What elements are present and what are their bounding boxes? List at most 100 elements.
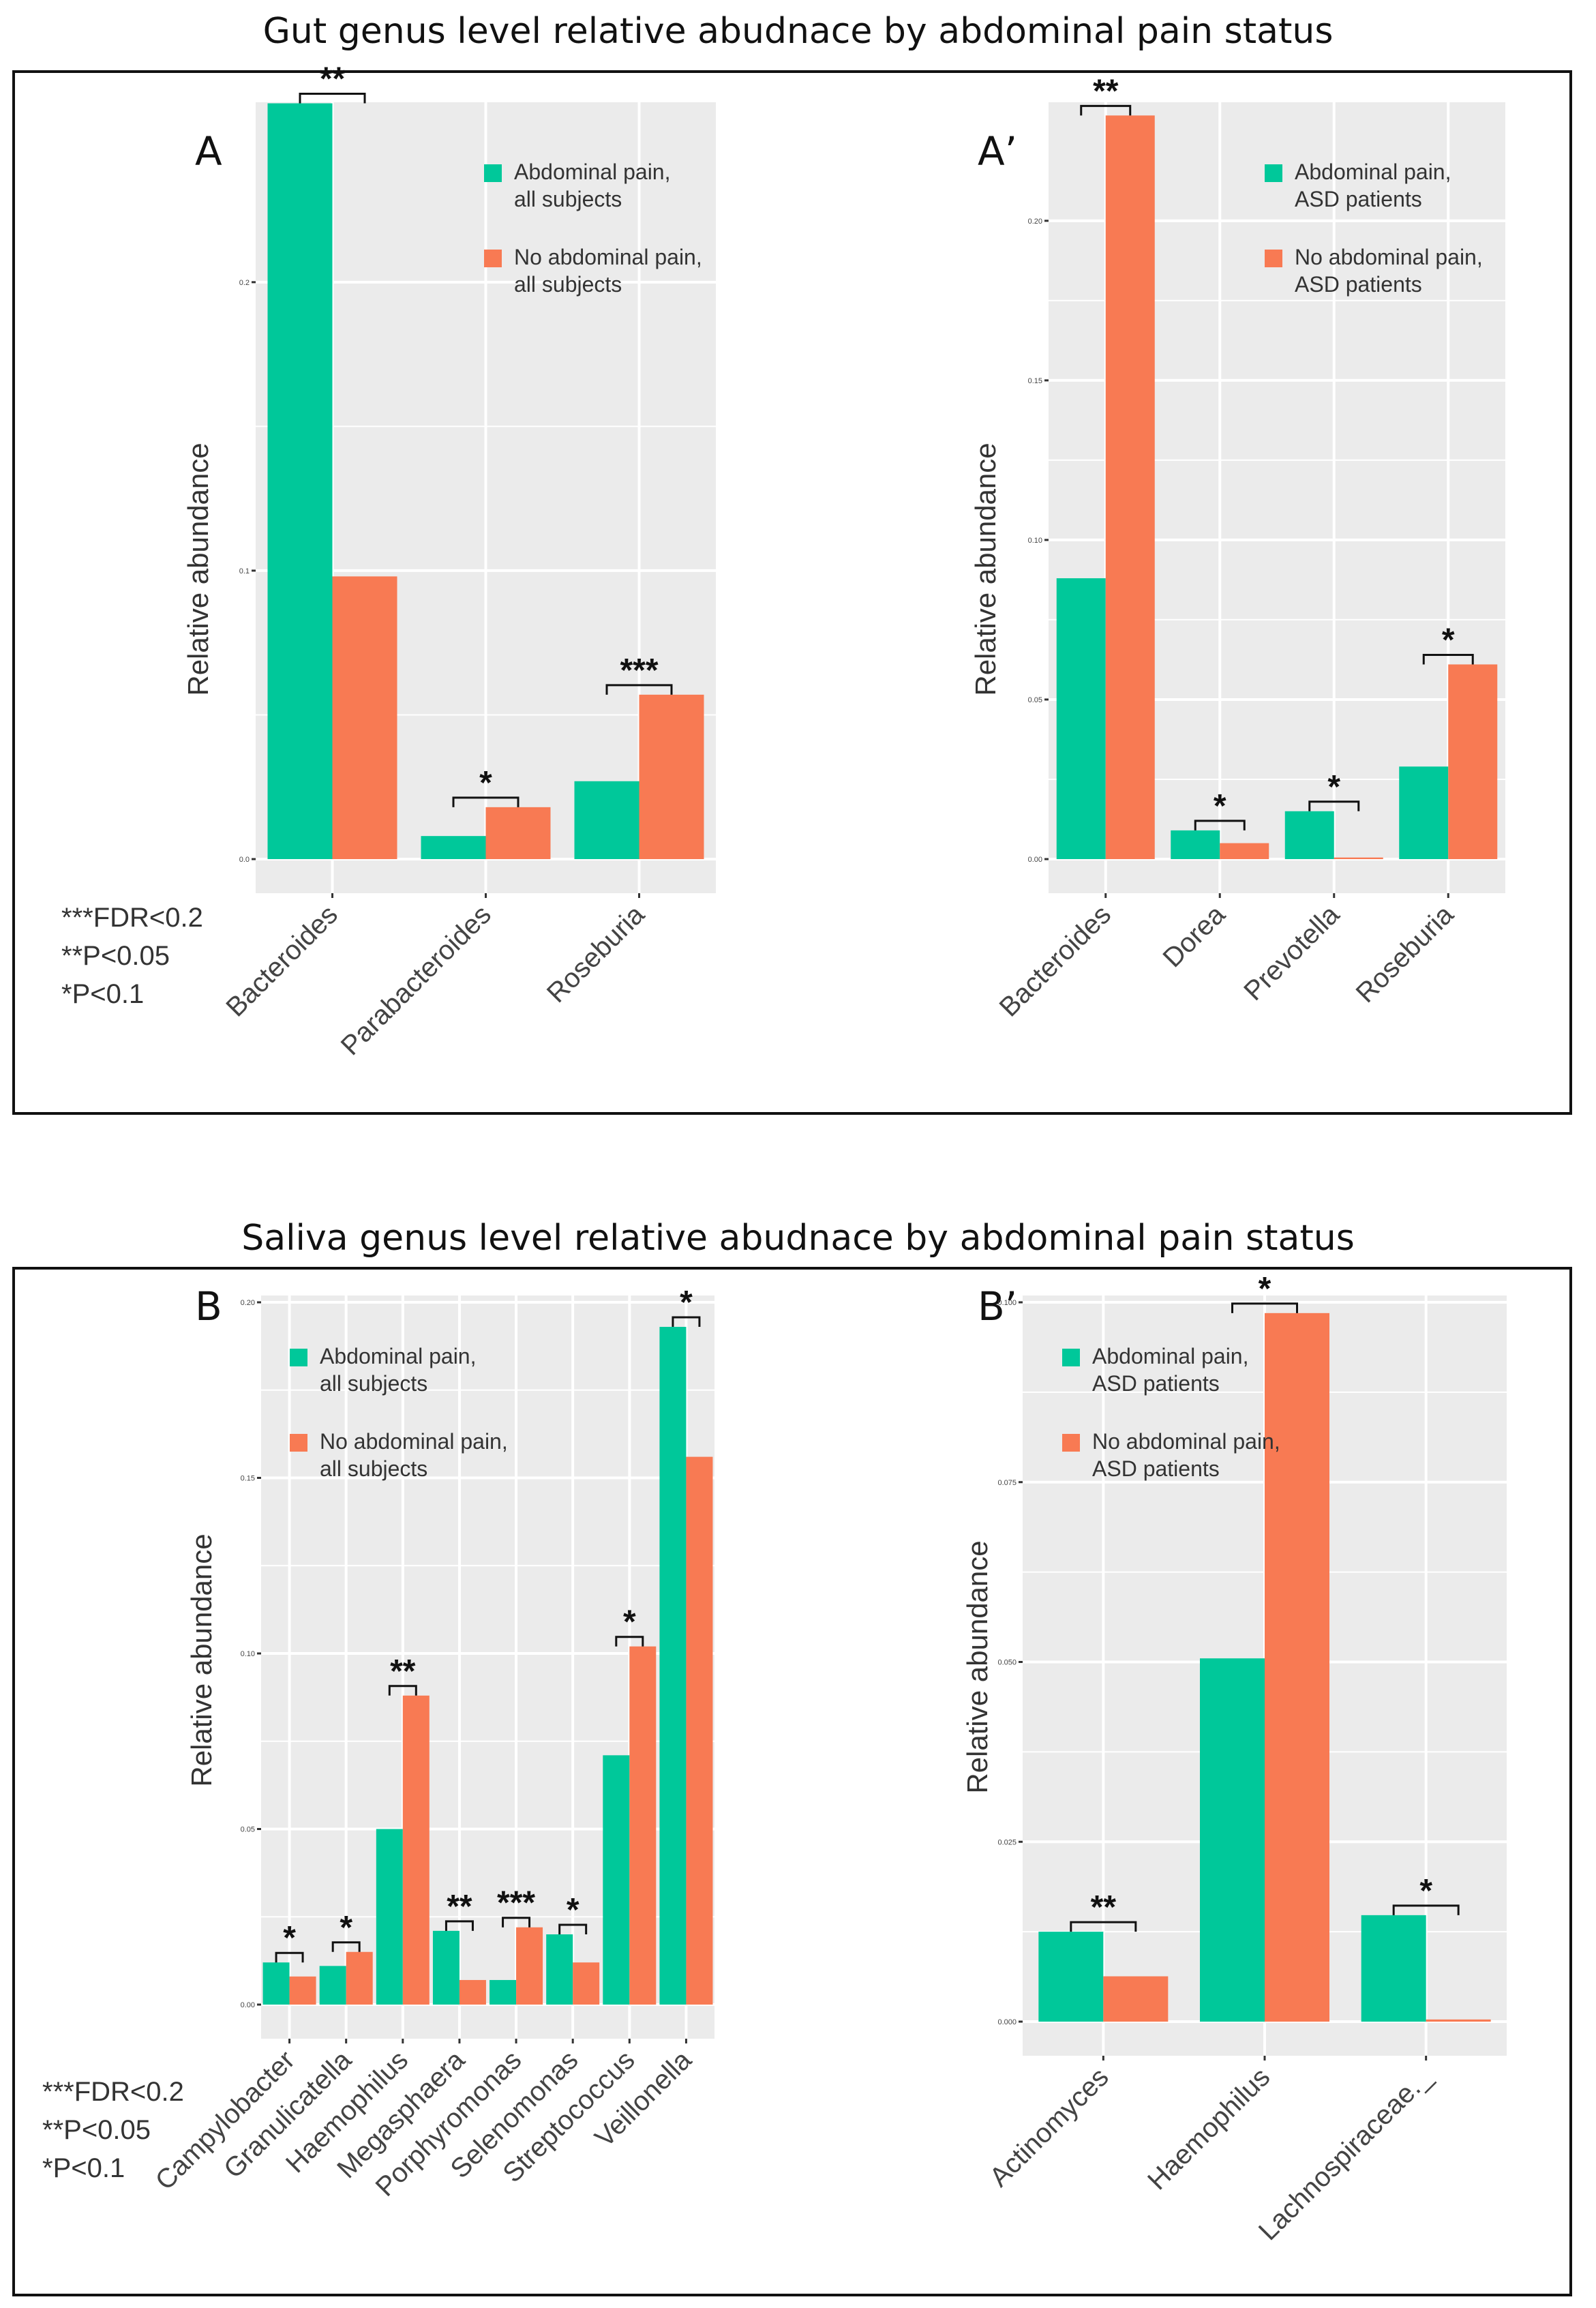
gut-footnote: ***FDR<0.2 **P<0.05 *P<0.1 <box>61 899 203 1013</box>
bar-no-abdominal-pain <box>1103 1976 1169 2022</box>
saliva-frame <box>12 1267 1572 2296</box>
significance-bracket <box>605 684 673 695</box>
bar-abdominal-pain <box>376 1829 403 2005</box>
legend-label: all subjects <box>514 187 622 211</box>
legend-label: Abdominal pain, <box>514 160 670 184</box>
bar-abdominal-pain <box>546 1934 573 2005</box>
significance-bracket <box>558 1923 588 1934</box>
x-tick-label: Bacteroides <box>220 899 343 1022</box>
panel-letter-b-prime: B’ <box>978 1283 1018 1330</box>
bar-no-abdominal-pain <box>289 1976 316 2005</box>
significance-marker: * <box>680 1285 693 1321</box>
significance-marker: ** <box>1091 1889 1117 1925</box>
bar-no-abdominal-pain <box>1265 1313 1329 2022</box>
panel-letter-a: A <box>195 128 222 175</box>
legend-label: No abdominal pain, <box>514 245 702 269</box>
legend-key-no-abdominal-pain <box>1265 250 1282 267</box>
legend-key-abdominal-pain <box>1062 1349 1080 1366</box>
footnote-p01: *P<0.1 <box>42 2153 125 2183</box>
legend-key-no-abdominal-pain <box>290 1434 307 1452</box>
gut-section-title: Gut genus level relative abudnace by abd… <box>262 11 1334 52</box>
bar-no-abdominal-pain <box>686 1456 713 2005</box>
significance-marker: * <box>1214 788 1226 824</box>
significance-bracket <box>331 1941 361 1952</box>
x-tick-label: Dorea <box>1157 899 1231 974</box>
x-tick-label: Roseburia <box>1351 899 1460 1009</box>
bar-abdominal-pain <box>1361 1915 1426 2022</box>
bar-abdominal-pain <box>574 781 639 859</box>
footnote-fdr: ***FDR<0.2 <box>42 2077 184 2107</box>
footnote-fdr: ***FDR<0.2 <box>61 903 203 933</box>
bar-abdominal-pain <box>432 1930 460 2005</box>
saliva-footnote: ***FDR<0.2 **P<0.05 *P<0.1 <box>42 2073 184 2187</box>
significance-marker: * <box>1327 769 1340 805</box>
bar-no-abdominal-pain <box>516 1927 543 2005</box>
legend-label: all subjects <box>320 1456 427 1481</box>
significance-bracket <box>388 1685 417 1696</box>
legend-key-abdominal-pain <box>1265 164 1282 182</box>
legend-label: ASD patients <box>1295 272 1422 297</box>
y-axis-label: Relative abundance <box>961 1540 993 1793</box>
significance-bracket <box>299 93 366 104</box>
significance-marker: *** <box>497 1885 535 1921</box>
x-tick-label: Actinomyces <box>984 2062 1114 2192</box>
y-tick-label: 0.20 <box>241 1299 255 1307</box>
significance-marker: * <box>283 1920 296 1956</box>
significance-bracket <box>615 1636 644 1647</box>
bar-no-abdominal-pain <box>332 576 397 859</box>
panel-letter-b: B <box>195 1283 222 1330</box>
chart-gut-all-subjects: 0.0 0.1 0.2 ** Bacteroides * Parabacteroides **… <box>182 61 716 1061</box>
significance-marker: * <box>1442 622 1455 658</box>
bar-no-abdominal-pain <box>402 1695 430 2005</box>
bar-no-abdominal-pain <box>1220 843 1269 859</box>
legend-label: Abdominal pain, <box>1092 1344 1248 1368</box>
y-tick-label: 0.025 <box>997 1838 1017 1846</box>
x-tick-label: Roseburia <box>541 899 651 1009</box>
legend-label: ASD patients <box>1295 187 1422 211</box>
legend-label: Abdominal pain, <box>320 1344 476 1368</box>
significance-bracket <box>275 1951 304 1963</box>
y-tick-label: 0.05 <box>1028 696 1042 704</box>
significance-marker: *** <box>620 653 658 689</box>
significance-bracket <box>1194 820 1246 830</box>
significance-bracket <box>1231 1302 1298 1313</box>
panel-letter-a-prime: A’ <box>978 128 1018 175</box>
y-tick-label: 0.10 <box>241 1650 255 1658</box>
significance-marker: * <box>1259 1271 1271 1307</box>
chart-gut-asd-patients: 0.000.050.100.150.20**Bacteroides*Dorea*… <box>969 73 1505 1023</box>
significance-bracket <box>1080 104 1132 116</box>
y-tick-label: 0.20 <box>1028 218 1042 226</box>
y-axis-label: Relative abundance <box>969 443 1002 695</box>
y-tick-label: 0.10 <box>1028 537 1042 545</box>
saliva-section-title: Saliva genus level relative abudnace by … <box>241 1218 1355 1259</box>
significance-bracket <box>1070 1921 1137 1932</box>
chart-saliva-all-subjects: 0.000.050.100.150.20*Campylobacter*Granu… <box>150 1285 714 2202</box>
bar-no-abdominal-pain <box>629 1646 657 2005</box>
bar-no-abdominal-pain <box>639 694 704 859</box>
significance-marker: * <box>1419 1873 1432 1909</box>
footnote-p01: *P<0.1 <box>61 979 145 1009</box>
x-tick-label: Prevotella <box>1238 899 1345 1006</box>
y-tick-label: 0.00 <box>1028 856 1042 864</box>
y-axis-label: Relative abundance <box>185 1533 217 1786</box>
bar-abdominal-pain <box>1038 1932 1104 2022</box>
bar-no-abdominal-pain <box>1426 2019 1491 2022</box>
x-tick-label: Parabacteroides <box>335 899 497 1061</box>
y-axis-label: Relative abundance <box>182 443 214 695</box>
bar-no-abdominal-pain <box>573 1962 600 2005</box>
significance-marker: * <box>567 1892 579 1928</box>
significance-bracket <box>452 796 520 807</box>
significance-marker: * <box>340 1910 352 1946</box>
footnote-p005: **P<0.05 <box>42 2115 151 2145</box>
significance-bracket <box>1308 800 1360 811</box>
bar-abdominal-pain <box>421 836 486 859</box>
significance-marker: ** <box>1093 73 1119 109</box>
legend-label: No abdominal pain, <box>1092 1429 1280 1454</box>
y-tick-label: 0.00 <box>241 2001 255 2009</box>
bar-no-abdominal-pain <box>1334 857 1383 859</box>
bar-abdominal-pain <box>490 1979 517 2005</box>
legend-key-no-abdominal-pain <box>1062 1434 1080 1452</box>
y-tick-label: 0.075 <box>997 1479 1017 1487</box>
x-tick-label: Lachnospiraceae._ <box>1253 2062 1438 2247</box>
bar-abdominal-pain <box>262 1962 290 2005</box>
